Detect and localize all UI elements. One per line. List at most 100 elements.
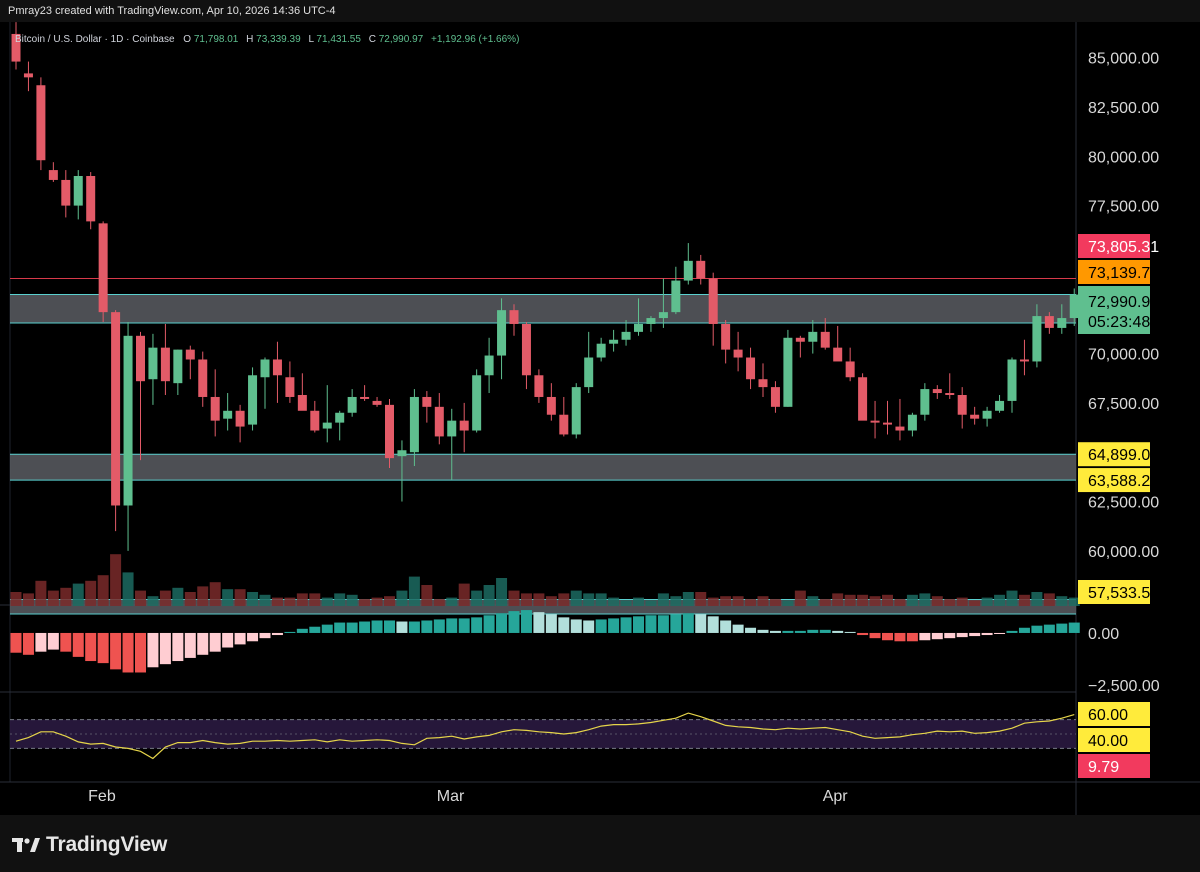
legend-high: 73,339.39	[256, 34, 301, 45]
volume-bar	[570, 590, 582, 606]
volume-bar	[222, 589, 234, 606]
volume-bar	[794, 590, 806, 606]
volume-bar	[919, 593, 931, 606]
candle-body	[907, 414, 917, 431]
volume-bar	[620, 600, 632, 606]
candle-body	[920, 389, 930, 415]
price-tag-label: 40.00	[1088, 733, 1128, 750]
macd-bar	[296, 628, 308, 633]
candle	[833, 325, 843, 362]
candle	[434, 393, 444, 445]
macd-bar	[807, 629, 819, 633]
volume-bar	[1056, 596, 1068, 606]
candle	[646, 316, 656, 332]
candle	[820, 318, 830, 350]
candle-body	[833, 347, 843, 362]
volume-bar	[533, 593, 545, 606]
price-tag-bg	[1078, 580, 1150, 604]
macd-bar	[919, 632, 931, 641]
volume-bar	[508, 590, 520, 606]
volume-bar	[832, 593, 844, 606]
time-label: Mar	[437, 788, 465, 805]
chart-canvas[interactable]: 85,000.00 82,500.00 80,000.00 77,500.00 70,0…	[0, 22, 1200, 815]
volume-bar	[384, 596, 395, 606]
macd-bar	[769, 630, 781, 633]
volume-bar	[408, 576, 420, 606]
candle	[36, 77, 46, 171]
volume-bar	[197, 586, 209, 606]
macd-bar	[159, 632, 171, 665]
candle	[708, 272, 718, 346]
candle	[98, 221, 108, 322]
volume-bar	[1043, 593, 1055, 606]
macd-bar	[670, 614, 682, 633]
candle-body	[546, 396, 556, 415]
volume-bar	[284, 597, 296, 606]
macd-bar	[906, 632, 918, 642]
candle-body	[210, 396, 220, 421]
candle-body	[223, 410, 233, 419]
candle-body	[895, 426, 905, 431]
volume-bar	[22, 593, 34, 606]
volume-bar	[147, 596, 159, 606]
macd-bar	[458, 618, 470, 633]
candle-body	[845, 361, 855, 378]
candle-body	[945, 393, 955, 395]
candle	[459, 402, 469, 453]
macd-bar	[732, 624, 744, 633]
price-tick-label: 77,500.00	[1088, 199, 1159, 216]
macd-bar	[234, 632, 246, 645]
candle-body	[36, 85, 46, 161]
tradingview-logo[interactable]: TradingView	[12, 833, 167, 857]
candle-body	[198, 359, 208, 397]
price-axis[interactable]: 85,000.00 82,500.00 80,000.00 77,500.00 70,0…	[1088, 51, 1160, 695]
candle-body	[970, 414, 980, 419]
candle	[248, 367, 258, 431]
macd-bar	[184, 632, 196, 658]
macd-bar	[819, 629, 831, 633]
candle-body	[459, 420, 469, 431]
candle-body	[248, 375, 258, 425]
macd-bar	[657, 615, 669, 633]
volume-bars	[10, 554, 1080, 606]
volume-bar	[371, 597, 383, 606]
volume-bar	[695, 592, 707, 606]
candle	[995, 395, 1005, 413]
candle	[285, 361, 295, 403]
macd-bar	[483, 615, 495, 633]
macd-bar	[595, 619, 607, 633]
candle	[73, 170, 83, 220]
candle-body	[584, 357, 594, 388]
candle	[571, 383, 581, 439]
legend-change: +1,192.96 (+1.66%)	[431, 34, 519, 45]
macd-bar	[359, 621, 371, 633]
candle	[185, 345, 195, 380]
candle	[534, 369, 544, 403]
macd-bar	[720, 620, 732, 633]
candle	[559, 396, 569, 437]
macd-bar	[994, 632, 1006, 634]
candle-body	[11, 33, 21, 62]
price-tag-bg	[1078, 468, 1150, 493]
macd-bar	[284, 631, 296, 633]
price-tick-label: 60,000.00	[1088, 544, 1159, 561]
volume-bar	[247, 592, 259, 606]
macd-bar	[421, 620, 433, 633]
candle-body	[447, 420, 457, 437]
price-tag: 57,533.58	[1078, 580, 1159, 604]
candle-body	[472, 375, 482, 431]
time-axis[interactable]: Feb Mar Apr	[88, 788, 848, 805]
volume-bar	[433, 599, 445, 606]
candle	[584, 331, 594, 394]
candle	[957, 387, 967, 429]
candle	[497, 298, 507, 380]
candle	[347, 389, 357, 417]
macd-bar	[72, 632, 84, 657]
macd-bar	[969, 632, 981, 637]
candle-body	[272, 359, 282, 376]
price-tick-label: 62,500.00	[1088, 495, 1159, 512]
volume-bar	[458, 583, 470, 606]
volume-bar	[346, 594, 358, 606]
volume-bar	[1018, 594, 1030, 606]
candle	[447, 408, 457, 480]
